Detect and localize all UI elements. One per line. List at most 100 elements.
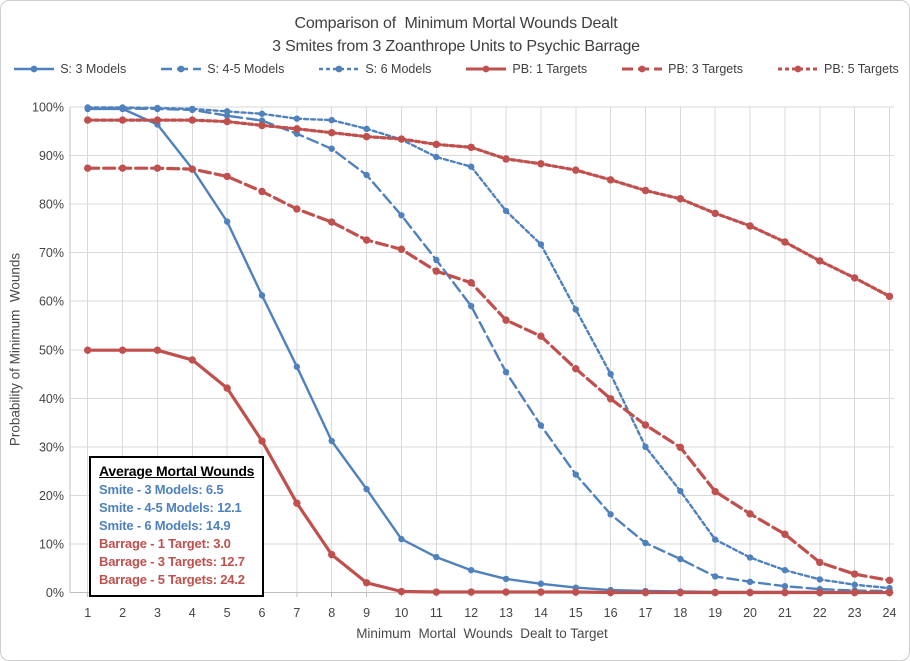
data-point-marker bbox=[433, 553, 440, 561]
data-point-marker bbox=[293, 499, 301, 507]
x-tick-label: 10 bbox=[394, 606, 408, 620]
series-pb-1-targets bbox=[84, 346, 894, 597]
data-point-marker bbox=[258, 437, 266, 445]
legend-line-sample bbox=[466, 65, 507, 73]
legend-item-pb-5-targets: PB: 5 Targets bbox=[777, 62, 899, 76]
x-tick-label: 6 bbox=[259, 606, 266, 620]
data-point-marker bbox=[677, 555, 684, 563]
legend-label: S: 4-5 Models bbox=[207, 62, 285, 76]
legend: S: 3 Models S: 4-5 Models S: 6 Models PB: 1… bbox=[1, 62, 909, 76]
data-point-marker bbox=[502, 207, 510, 215]
x-tick-label: 8 bbox=[328, 606, 335, 620]
data-point-marker bbox=[153, 164, 162, 172]
data-point-marker bbox=[397, 135, 406, 143]
data-point-marker bbox=[223, 218, 231, 225]
legend-line-sample bbox=[319, 65, 360, 73]
data-point-marker bbox=[711, 536, 719, 543]
data-point-marker bbox=[467, 566, 475, 574]
legend-item-s-3-models: S: 3 Models bbox=[13, 62, 126, 76]
data-point-marker bbox=[746, 510, 754, 518]
x-tick-label: 18 bbox=[673, 606, 687, 620]
data-point-marker bbox=[781, 530, 789, 538]
y-tick-label: 10% bbox=[39, 537, 64, 551]
y-tick-label: 90% bbox=[39, 149, 64, 163]
y-tick-label: 80% bbox=[39, 198, 64, 212]
data-point-marker bbox=[885, 292, 894, 301]
series-s-6-models bbox=[84, 104, 893, 592]
data-point-marker bbox=[258, 121, 266, 130]
data-point-marker bbox=[258, 110, 266, 117]
x-tick-label: 5 bbox=[224, 606, 231, 620]
data-point-marker bbox=[642, 539, 649, 547]
series-pb-3-targets bbox=[84, 164, 894, 585]
data-point-marker bbox=[362, 236, 371, 244]
data-point-marker bbox=[816, 558, 824, 567]
y-tick-label: 100% bbox=[32, 101, 64, 115]
data-point-marker bbox=[293, 125, 301, 133]
x-axis-labels: 1 2 3 4 5 6 7 8 9 10 11 12 13 14 15 16 17 18 19 20 21 22 23 24 bbox=[84, 606, 896, 620]
data-point-marker bbox=[223, 108, 231, 115]
data-point-marker bbox=[433, 256, 440, 264]
x-tick-label: 2 bbox=[119, 606, 126, 620]
data-point-marker bbox=[362, 132, 371, 141]
data-point-marker bbox=[118, 346, 127, 354]
data-point-marker bbox=[467, 588, 475, 596]
x-axis-title: Minimum Mortal Wounds Dealt to Target bbox=[356, 626, 608, 641]
data-point-marker bbox=[118, 116, 127, 124]
average-wounds-annotation-box: Average Mortal Wounds Smite - 3 Models: … bbox=[89, 456, 265, 597]
data-point-marker bbox=[153, 116, 162, 124]
y-tick-label: 60% bbox=[39, 295, 64, 309]
chart-title-line1: Comparison of Minimum Mortal Wounds Deal… bbox=[294, 15, 618, 32]
legend-label: PB: 5 Targets bbox=[823, 62, 899, 76]
data-point-marker bbox=[189, 105, 196, 113]
data-point-marker bbox=[676, 443, 685, 452]
x-tick-label: 11 bbox=[430, 606, 443, 620]
data-point-marker bbox=[154, 104, 161, 112]
legend-label: PB: 3 Targets bbox=[668, 62, 743, 76]
x-tick-label: 23 bbox=[848, 606, 862, 620]
data-point-marker bbox=[711, 209, 719, 218]
data-point-marker bbox=[432, 588, 441, 596]
data-point-marker bbox=[885, 588, 894, 597]
x-tick-label: 9 bbox=[363, 606, 370, 620]
data-point-marker bbox=[467, 302, 475, 310]
data-point-marker bbox=[781, 238, 789, 246]
data-point-marker bbox=[677, 487, 684, 495]
data-point-marker bbox=[84, 116, 92, 124]
annotation-line: Smite - 4-5 Models: 12.1 bbox=[99, 500, 242, 515]
data-point-marker bbox=[641, 186, 650, 195]
x-tick-label: 7 bbox=[293, 606, 300, 620]
data-point-marker bbox=[328, 129, 336, 137]
data-point-marker bbox=[502, 316, 510, 324]
data-point-marker bbox=[537, 580, 545, 587]
y-tick-label: 50% bbox=[39, 343, 64, 357]
data-point-marker bbox=[746, 222, 754, 230]
annotation-line: Barrage - 5 Targets: 24.2 bbox=[99, 572, 245, 587]
annotation-line: Smite - 6 Models: 14.9 bbox=[99, 518, 231, 533]
x-tick-label: 20 bbox=[743, 606, 757, 620]
y-tick-label: 40% bbox=[39, 392, 64, 406]
data-point-marker bbox=[676, 588, 685, 597]
data-point-marker bbox=[398, 535, 405, 543]
data-point-marker bbox=[188, 116, 196, 124]
data-point-marker bbox=[781, 588, 789, 597]
data-point-marker bbox=[328, 145, 335, 152]
y-tick-label: 0% bbox=[46, 586, 64, 600]
data-point-marker bbox=[851, 581, 858, 588]
chart-title-line2: 3 Smites from 3 Zoanthrope Units to Psyc… bbox=[272, 38, 640, 55]
annotation-line: Barrage - 3 Targets: 12.7 bbox=[99, 554, 245, 569]
data-point-marker bbox=[432, 267, 441, 275]
data-point-marker bbox=[153, 346, 162, 354]
data-point-marker bbox=[537, 422, 545, 429]
x-tick-label: 15 bbox=[569, 606, 583, 620]
data-point-marker bbox=[781, 566, 789, 574]
data-point-marker bbox=[606, 588, 615, 597]
data-point-marker bbox=[363, 485, 370, 493]
data-point-marker bbox=[641, 421, 650, 429]
x-tick-label: 4 bbox=[189, 606, 196, 620]
data-point-marker bbox=[223, 117, 231, 126]
data-point-marker bbox=[293, 363, 301, 370]
data-point-marker bbox=[397, 245, 406, 253]
